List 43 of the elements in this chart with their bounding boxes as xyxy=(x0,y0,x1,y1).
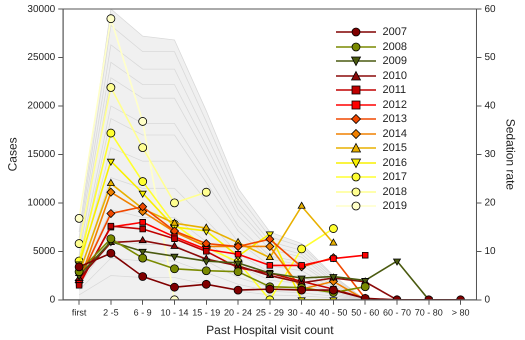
x-tick-label: 10 - 14 xyxy=(160,308,188,318)
x-tick-label: 60 - 70 xyxy=(382,308,412,318)
legend-label: 2007 xyxy=(382,25,407,40)
x-tick-label: > 80 xyxy=(452,308,470,318)
legend-label: 2009 xyxy=(382,54,407,68)
legend-label: 2016 xyxy=(382,156,407,170)
x-tick-label: 6 - 9 xyxy=(134,308,152,318)
legend-label: 2018 xyxy=(382,184,407,199)
x-tick-label: 30 - 40 xyxy=(288,308,316,318)
x-tick-label: 25 - 29 xyxy=(256,308,284,318)
y2-tick-label: 0 xyxy=(484,294,490,306)
y-tick-label: 0 xyxy=(50,294,56,306)
y2-tick-label: 30 xyxy=(484,149,496,160)
legend-label: 2013 xyxy=(382,112,407,126)
y2-tick-label: 60 xyxy=(484,4,496,15)
legend-label: 2019 xyxy=(382,199,407,214)
x-axis-title: Past Hospital visit count xyxy=(206,323,334,338)
legend-label: 2011 xyxy=(382,83,406,98)
y-tick-label: 25000 xyxy=(27,52,56,64)
x-tick-label: 40 - 50 xyxy=(319,308,348,318)
x-tick-label: 70 - 80 xyxy=(414,308,443,318)
y-tick-label: 30000 xyxy=(27,4,56,15)
y-tick-label: 5000 xyxy=(32,246,56,258)
y2-tick-label: 50 xyxy=(484,52,496,64)
y2-tick-label: 20 xyxy=(484,198,496,209)
x-tick-label: 15 - 19 xyxy=(192,308,220,318)
y2-tick-label: 40 xyxy=(484,100,496,112)
y2-axis-title: Sedation rate xyxy=(503,118,518,190)
y-tick-label: 10000 xyxy=(27,198,56,209)
legend-label: 2008 xyxy=(382,40,407,54)
legend-label: 2012 xyxy=(382,98,407,112)
x-tick-label: 50 - 60 xyxy=(351,308,380,318)
legend-label: 2015 xyxy=(382,141,407,156)
y2-tick-label: 10 xyxy=(484,246,496,258)
legend-label: 2017 xyxy=(382,170,407,184)
x-tick-label: first xyxy=(72,308,87,318)
y-tick-label: 20000 xyxy=(27,100,56,112)
x-tick-label: 2 -5 xyxy=(103,308,119,318)
x-tick-label: 20 - 24 xyxy=(224,308,252,318)
legend-label: 2010 xyxy=(382,68,407,83)
y-axis-title: Cases xyxy=(6,137,20,172)
legend-label: 2014 xyxy=(382,126,407,141)
y-tick-label: 15000 xyxy=(27,149,56,160)
